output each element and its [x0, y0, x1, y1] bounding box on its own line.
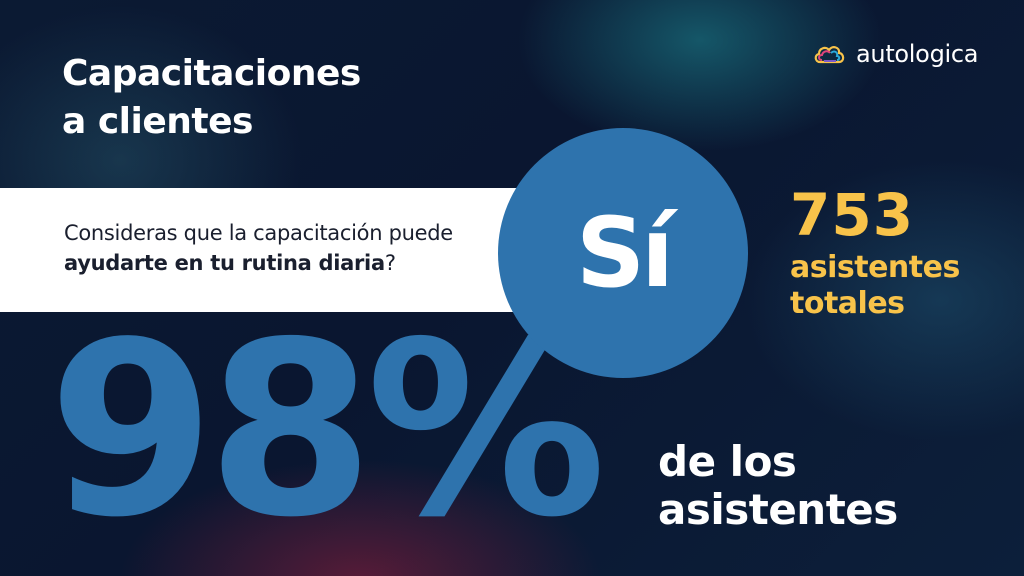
- of-attendees-line-2: asistentes: [658, 485, 898, 534]
- question-suffix: ?: [384, 251, 396, 275]
- answer-circle: [498, 128, 748, 378]
- page-title: Capacitaciones a clientes: [62, 50, 361, 146]
- attendees-label-2: totales: [790, 286, 905, 321]
- brand-logo: autologica: [812, 40, 978, 68]
- title-line-2: a clientes: [62, 101, 253, 142]
- of-attendees-line-1: de los: [658, 437, 797, 486]
- question-text: Consideras que la capacitación puede ayu…: [64, 218, 504, 278]
- cloud-logo-icon: [814, 46, 845, 64]
- question-prefix: Consideras que la capacitación puede: [64, 221, 453, 245]
- title-line-1: Capacitaciones: [62, 53, 361, 94]
- percentage-value: 98%: [48, 290, 606, 570]
- attendees-count: 753 asistentes totales: [790, 180, 960, 322]
- question-bold: ayudarte en tu rutina diaria: [64, 251, 385, 275]
- attendees-label-1: asistentes: [790, 250, 960, 285]
- attendees-number: 753: [790, 181, 915, 249]
- logo-text: autologica: [856, 40, 979, 68]
- answer-text: Sí: [575, 197, 674, 309]
- of-attendees-label: de los asistentes: [658, 438, 898, 534]
